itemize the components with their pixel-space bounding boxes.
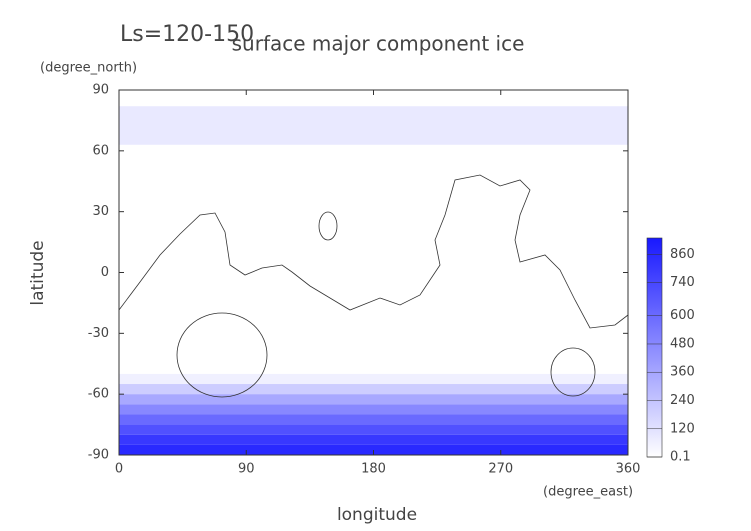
y-tick-label: 90 xyxy=(92,83,109,98)
subtitle: Ls=120-150 xyxy=(120,22,254,47)
coast-contour xyxy=(118,174,629,329)
colorbar-tick-label: 480 xyxy=(670,336,695,351)
plot xyxy=(119,106,628,455)
crater-contour xyxy=(550,347,596,397)
colorbar-tick-label: 360 xyxy=(670,365,695,380)
ice-band xyxy=(119,394,628,405)
x-tick-label: 270 xyxy=(488,462,513,477)
ice-band xyxy=(119,106,628,145)
colorbar xyxy=(646,237,663,458)
crater-contour xyxy=(176,312,268,398)
y-tick-label: 0 xyxy=(101,265,109,280)
ice-band xyxy=(119,404,628,415)
ice-band xyxy=(119,424,628,435)
crater-contour xyxy=(318,211,338,241)
x-tick-label: 360 xyxy=(616,462,641,477)
ice-band xyxy=(119,434,628,445)
y-unit: (degree_north) xyxy=(40,61,137,76)
colorbar-tick-label: 120 xyxy=(670,421,695,436)
y-tick-label: 30 xyxy=(92,204,109,219)
x-tick-label: 0 xyxy=(115,462,123,477)
x-tick-label: 90 xyxy=(238,462,255,477)
ice-band xyxy=(119,414,628,425)
x-unit: (degree_east) xyxy=(543,485,633,500)
ice-band xyxy=(119,373,628,385)
y-tick-label: -90 xyxy=(88,448,109,463)
chart-title: surface major component ice xyxy=(232,32,525,56)
colorbar-tick-label: 0.1 xyxy=(670,450,691,465)
ice-band xyxy=(119,384,628,395)
y-tick-label: -60 xyxy=(88,387,109,402)
colorbar-tick-label: 860 xyxy=(670,247,695,262)
x-label: longitude xyxy=(337,505,417,525)
topography-contours xyxy=(118,174,629,398)
colorbar-tick-label: 740 xyxy=(670,275,695,290)
x-tick-label: 180 xyxy=(361,462,386,477)
y-tick-label: 60 xyxy=(92,143,109,158)
y-tick-label: -30 xyxy=(88,326,109,341)
colorbar-tick-label: 600 xyxy=(670,308,695,323)
y-label: latitude xyxy=(28,240,48,305)
colorbar-tick-label: 240 xyxy=(670,393,695,408)
ice-band xyxy=(119,444,628,455)
